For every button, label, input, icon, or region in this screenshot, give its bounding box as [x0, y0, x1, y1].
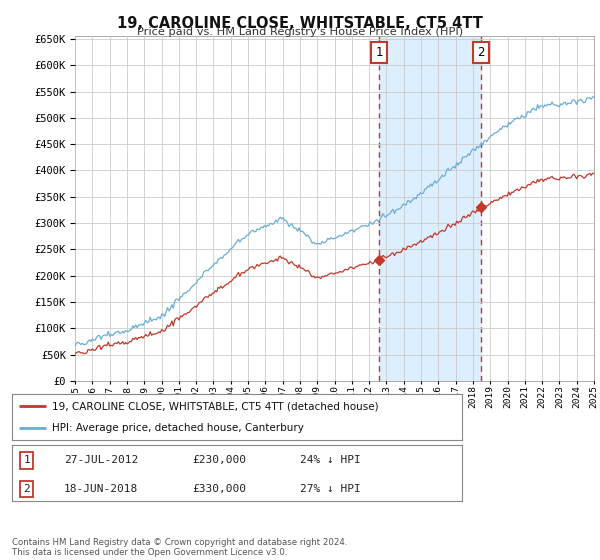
Text: HPI: Average price, detached house, Canterbury: HPI: Average price, detached house, Cant…: [53, 423, 304, 433]
Bar: [379, 36, 481, 381]
Text: 27% ↓ HPI: 27% ↓ HPI: [300, 484, 361, 494]
Text: 24% ↓ HPI: 24% ↓ HPI: [300, 455, 361, 465]
Text: £230,000: £230,000: [192, 455, 246, 465]
Text: 19, CAROLINE CLOSE, WHITSTABLE, CT5 4TT: 19, CAROLINE CLOSE, WHITSTABLE, CT5 4TT: [117, 16, 483, 31]
Text: Price paid vs. HM Land Registry's House Price Index (HPI): Price paid vs. HM Land Registry's House …: [137, 27, 463, 37]
Text: 1: 1: [23, 455, 30, 465]
Text: 1: 1: [375, 46, 383, 59]
Text: 2: 2: [23, 484, 30, 494]
Text: 2: 2: [477, 46, 485, 59]
Text: £330,000: £330,000: [192, 484, 246, 494]
Text: 27-JUL-2012: 27-JUL-2012: [64, 455, 138, 465]
Text: 18-JUN-2018: 18-JUN-2018: [64, 484, 138, 494]
Text: 19, CAROLINE CLOSE, WHITSTABLE, CT5 4TT (detached house): 19, CAROLINE CLOSE, WHITSTABLE, CT5 4TT …: [53, 401, 379, 411]
Text: Contains HM Land Registry data © Crown copyright and database right 2024.
This d: Contains HM Land Registry data © Crown c…: [12, 538, 347, 557]
